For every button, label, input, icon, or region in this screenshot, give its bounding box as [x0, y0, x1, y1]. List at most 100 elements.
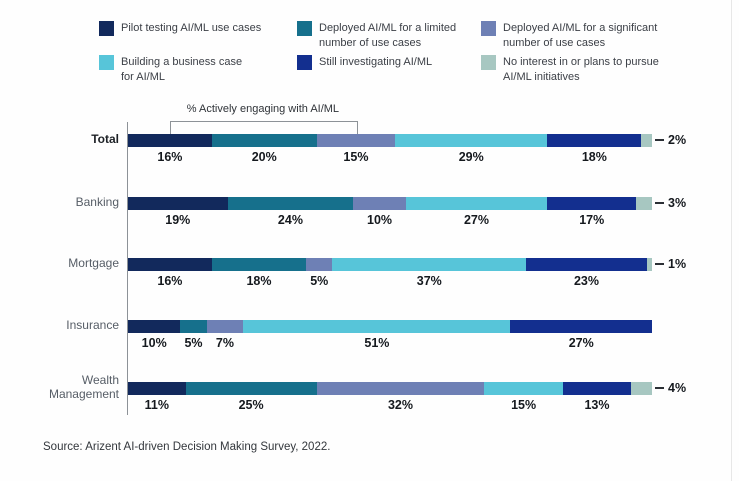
bar-segment — [395, 134, 548, 147]
segment-value-label: 5% — [310, 274, 329, 288]
legend-item-deployed-limited: Deployed AI/ML for a limited number of u… — [297, 21, 456, 50]
segment-value-label: 11% — [144, 398, 169, 412]
tail-value: 3% — [668, 196, 687, 210]
legend-swatch-teal — [297, 21, 312, 36]
segment-value-label: 15% — [343, 150, 369, 164]
page-edge-divider — [731, 0, 732, 481]
annotation-bracket — [169, 121, 358, 134]
segment-value-label: 27% — [463, 213, 489, 227]
segment-value-label: 10% — [367, 213, 393, 227]
stacked-bar — [128, 134, 652, 147]
legend-swatch-royal-blue — [297, 55, 312, 70]
tail-value: 4% — [668, 381, 687, 395]
row-label-total: Total — [91, 132, 119, 147]
bar-segment — [128, 382, 186, 395]
bar-segment — [547, 134, 642, 147]
bar-segment — [243, 320, 511, 333]
bar-segment — [510, 320, 652, 333]
legend-item-pilot-testing: Pilot testing AI/ML use cases — [99, 21, 261, 36]
value-labels: 11% 25% 32% 15% 13% — [128, 398, 652, 413]
row-label-banking: Banking — [75, 195, 119, 210]
segment-value-label: 18% — [581, 150, 607, 164]
stacked-bar — [128, 197, 652, 210]
segment-value-label: 10% — [141, 336, 167, 350]
value-labels: 16% 20% 15% 29% 18% — [128, 150, 652, 165]
legend-item-no-interest: No interest in or plans to pursue AI/ML … — [481, 55, 659, 84]
bar-segment — [562, 382, 631, 395]
stacked-bar — [128, 382, 652, 395]
segment-value-label: 15% — [511, 398, 537, 412]
segment-value-label: 16% — [157, 150, 183, 164]
bar-segment — [316, 382, 485, 395]
legend-item-still-investigating: Still investigating AI/ML — [297, 55, 432, 70]
segment-value-label: 29% — [458, 150, 484, 164]
bar-row-wealth-management: Wealth Management 11% 25% 32% 15% 13% 4% — [49, 373, 686, 412]
segment-value-label: 5% — [184, 336, 203, 350]
legend-label: Still investigating AI/ML — [319, 56, 433, 68]
tail-label: 2% — [655, 133, 686, 147]
bar-segment — [641, 134, 652, 147]
bar-segment — [185, 382, 317, 395]
segment-value-label: 25% — [238, 398, 264, 412]
bar-row-insurance: Insurance 10% 5% 7% 51% 27% — [66, 318, 652, 350]
legend-swatch-cyan — [99, 55, 114, 70]
tail-dash — [655, 263, 664, 265]
legend-label: Deployed AI/ML for a limited number of u… — [319, 22, 457, 49]
annotation-label: % Actively engaging with AI/ML — [186, 103, 340, 115]
bar-segment — [636, 197, 652, 210]
segment-value-label: 16% — [157, 274, 183, 288]
tail-dash — [655, 139, 664, 141]
legend-swatch-sage — [481, 55, 496, 70]
tail-value: 2% — [668, 133, 687, 147]
bar-segment — [353, 197, 406, 210]
legend-label: Pilot testing AI/ML use cases — [121, 22, 262, 34]
tail-label: 4% — [655, 381, 686, 395]
segment-value-label: 20% — [251, 150, 277, 164]
bar-row-mortgage: Mortgage 16% 18% 5% 37% 23% 1% — [68, 256, 686, 288]
bar-segment — [227, 197, 354, 210]
legend-label: Deployed AI/ML for a significant number … — [503, 22, 658, 49]
bar-row-banking: Banking 19% 24% 10% 27% 17% 3% — [76, 195, 686, 227]
segment-value-label: 18% — [246, 274, 272, 288]
tail-label: 3% — [655, 196, 686, 210]
tail-label: 1% — [655, 257, 686, 271]
tail-dash — [655, 202, 664, 204]
segment-value-label: 51% — [364, 336, 390, 350]
bar-segment — [128, 134, 212, 147]
row-label-wealth-management: Wealth Management — [48, 373, 119, 401]
value-labels: 10% 5% 7% 51% 27% — [128, 336, 652, 351]
legend-label: Building a business case for AI/ML — [121, 56, 243, 83]
bar-segment — [306, 258, 333, 271]
bar-segment — [405, 197, 548, 210]
legend-swatch-slate-purple — [481, 21, 496, 36]
tail-dash — [655, 387, 664, 389]
legend-item-business-case: Building a business case for AI/ML — [99, 55, 242, 84]
bar-segment — [211, 134, 317, 147]
value-labels: 16% 18% 5% 37% 23% — [128, 274, 652, 289]
bar-segment — [180, 320, 207, 333]
bar-segment — [526, 258, 647, 271]
segment-value-label: 23% — [573, 274, 600, 288]
segment-value-label: 37% — [416, 274, 442, 288]
source-citation: Source: Arizent AI-driven Decision Makin… — [43, 441, 331, 453]
segment-value-label: 13% — [584, 398, 610, 412]
bar-segment — [547, 197, 637, 210]
bar-segment — [211, 258, 307, 271]
stacked-bar — [128, 320, 652, 333]
bar-segment — [646, 258, 652, 271]
legend-swatch-navy — [99, 21, 114, 36]
legend-label: No interest in or plans to pursue AI/ML … — [503, 56, 659, 83]
legend-item-deployed-significant: Deployed AI/ML for a significant number … — [481, 21, 657, 50]
bar-segment — [631, 382, 652, 395]
segment-value-label: 27% — [568, 336, 594, 350]
bar-segment — [316, 134, 396, 147]
bar-segment — [206, 320, 244, 333]
bar-segment — [332, 258, 527, 271]
segment-value-label: 17% — [579, 213, 605, 227]
bar-row-total: % Actively engaging with AI/ML Total 16%… — [91, 103, 686, 164]
segment-value-label: 19% — [165, 213, 191, 227]
tail-value: 1% — [668, 257, 687, 271]
bar-segment — [128, 197, 228, 210]
y-axis-line — [127, 122, 128, 415]
